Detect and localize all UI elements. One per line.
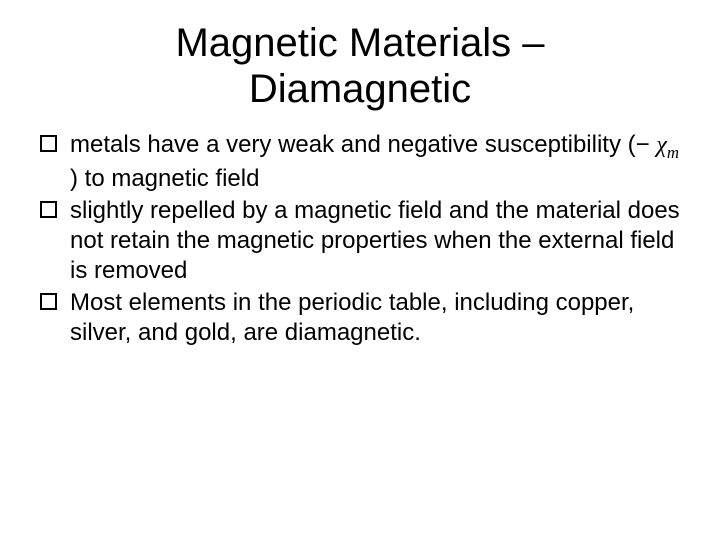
title-line-1: Magnetic Materials – (175, 21, 544, 65)
bullet-text: metals have a very weak and negative sus… (70, 131, 656, 158)
bullet-item: slightly repelled by a magnetic field an… (40, 196, 680, 286)
bullet-text: slightly repelled by a magnetic field an… (70, 197, 680, 284)
bullet-item: Most elements in the periodic table, inc… (40, 288, 680, 348)
bullet-item: metals have a very weak and negative sus… (40, 130, 680, 194)
bullet-text: ) to magnetic field (70, 165, 259, 192)
title-line-2: Diamagnetic (249, 67, 471, 111)
slide: Magnetic Materials – Diamagnetic metals … (0, 0, 720, 540)
bullet-text: Most elements in the periodic table, inc… (70, 289, 634, 346)
chi-symbol: χ (656, 132, 667, 158)
slide-title: Magnetic Materials – Diamagnetic (40, 20, 680, 112)
chi-subscript: m (667, 143, 679, 162)
bullet-list: metals have a very weak and negative sus… (40, 130, 680, 348)
